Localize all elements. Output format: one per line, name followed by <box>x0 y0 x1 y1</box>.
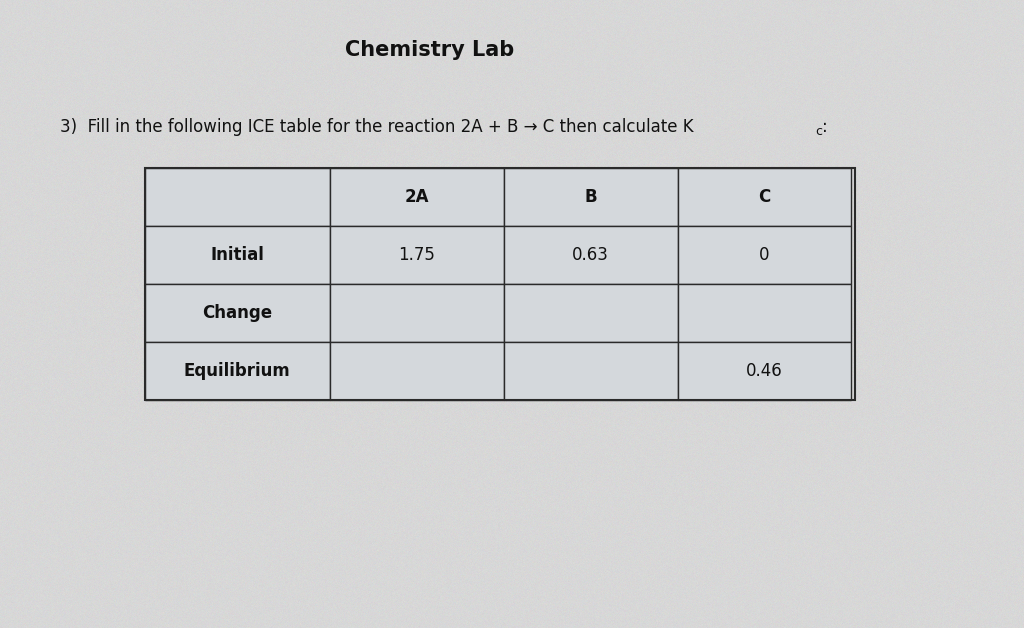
Bar <box>678 342 851 400</box>
Bar <box>678 226 851 284</box>
Bar <box>145 226 330 284</box>
Bar <box>145 168 855 400</box>
Text: B: B <box>585 188 597 206</box>
Text: Initial: Initial <box>210 246 264 264</box>
Text: 0.63: 0.63 <box>572 246 609 264</box>
Bar <box>330 226 504 284</box>
Bar <box>330 168 504 226</box>
Bar <box>330 342 504 400</box>
Text: 0: 0 <box>759 246 770 264</box>
Bar <box>678 284 851 342</box>
Text: Chemistry Lab: Chemistry Lab <box>345 40 515 60</box>
Bar <box>504 168 678 226</box>
Text: c: c <box>815 125 822 138</box>
Bar <box>504 284 678 342</box>
Bar <box>678 168 851 226</box>
Text: 1.75: 1.75 <box>398 246 435 264</box>
Bar <box>145 168 330 226</box>
Bar <box>145 342 330 400</box>
Bar <box>330 284 504 342</box>
Text: Change: Change <box>202 304 272 322</box>
Text: 2A: 2A <box>404 188 429 206</box>
Text: C: C <box>759 188 771 206</box>
Text: 0.46: 0.46 <box>746 362 783 380</box>
Text: :: : <box>822 118 827 136</box>
Bar <box>504 342 678 400</box>
Text: 3)  Fill in the following ICE table for the reaction 2A + B → C then calculate K: 3) Fill in the following ICE table for t… <box>60 118 693 136</box>
Bar <box>145 284 330 342</box>
Bar <box>504 226 678 284</box>
Text: Equilibrium: Equilibrium <box>184 362 291 380</box>
